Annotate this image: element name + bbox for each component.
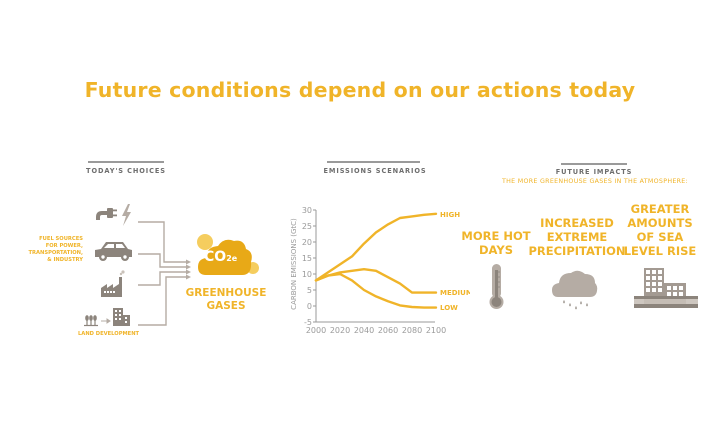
ytick: 15 [302, 254, 312, 263]
flooded-buildings-icon [634, 268, 698, 308]
ytick: 5 [307, 286, 312, 295]
co2-subscript: 2e [226, 254, 238, 263]
series-label-medium: MEDIUM [440, 289, 470, 297]
impact-line: PRECIPITATION [528, 244, 626, 258]
impact-line: MORE HOT [461, 229, 531, 243]
car-icon [95, 242, 132, 261]
impact-line: LEVEL RISE [623, 244, 697, 258]
ytick: 25 [302, 222, 312, 231]
fuel-label-line: FUEL SOURCES [39, 236, 83, 242]
xtick: 2020 [330, 326, 350, 335]
fuel-label-line: FOR POWER, [45, 243, 83, 249]
lightning-icon [122, 204, 131, 226]
impact-line: DAYS [479, 243, 513, 257]
thermometer-icon [489, 264, 504, 309]
ytick: 30 [302, 206, 312, 215]
rain-cloud-icon [552, 270, 598, 310]
ghg-line: GASES [206, 300, 246, 312]
co2-main: CO [204, 249, 227, 265]
xtick: 2040 [354, 326, 374, 335]
xtick: 2100 [426, 326, 446, 335]
choices-graphic [84, 204, 191, 327]
ytick: 20 [302, 238, 312, 247]
fuel-sources-label: FUEL SOURCES FOR POWER, TRANSPORTATION, … [20, 236, 83, 264]
choices-rule [88, 161, 164, 163]
plug-icon [96, 208, 117, 220]
greenhouse-gases-label: GREENHOUSE GASES [185, 287, 267, 313]
factory-icon [101, 270, 125, 297]
fuel-label-line: & INDUSTRY [47, 257, 83, 263]
impacts-subheading: THE MORE GREENHOUSE GASES IN THE ATMOSPH… [501, 178, 689, 185]
series-low-line [314, 272, 438, 309]
crops-icon [84, 315, 98, 327]
impact-hot-days-label: MORE HOT DAYS [458, 229, 534, 257]
scenarios-rule [327, 161, 420, 163]
co2-label: CO2e [204, 249, 237, 265]
chart-ylabel: CARBON EMISSIONS (GtC) [290, 218, 298, 310]
impact-line: EXTREME [546, 230, 608, 244]
buildings-icon [113, 308, 130, 326]
xtick: 2060 [378, 326, 398, 335]
ytick: 0 [307, 302, 312, 311]
flow-arrows [138, 221, 187, 326]
impacts-rule [561, 163, 627, 165]
ghg-line: GREENHOUSE [185, 287, 267, 299]
impact-line: AMOUNTS [627, 216, 693, 230]
choices-heading: TODAY'S CHOICES [86, 167, 166, 175]
co2-cloud-icon [197, 234, 259, 275]
impact-line: OF SEA [636, 230, 684, 244]
impact-line: INCREASED [540, 216, 614, 230]
impact-line: GREATER [630, 202, 690, 216]
series-label-high: HIGH [440, 211, 460, 219]
series-medium-line [314, 268, 438, 294]
xtick: 2000 [306, 326, 326, 335]
land-development-label: LAND DEVELOPMENT [78, 331, 140, 337]
arrow-icon [101, 318, 111, 324]
ytick: 10 [302, 270, 312, 279]
xtick: 2080 [402, 326, 422, 335]
series-label-low: LOW [440, 304, 458, 312]
fuel-label-line: TRANSPORTATION, [28, 250, 83, 256]
emissions-chart: 30 25 20 15 10 5 0 -5 2000 2020 2040 206… [302, 206, 470, 335]
impact-precip-label: INCREASED EXTREME PRECIPITATION [527, 216, 627, 258]
impact-sea-level-label: GREATER AMOUNTS OF SEA LEVEL RISE [620, 202, 700, 258]
arrow-heads [186, 259, 191, 280]
page-title: Future conditions depend on our actions … [84, 78, 636, 102]
series-high-line [314, 212, 438, 282]
scenarios-heading: EMISSIONS SCENARIOS [323, 167, 427, 175]
impacts-heading: FUTURE IMPACTS [555, 168, 633, 176]
ytick: -5 [304, 318, 312, 327]
